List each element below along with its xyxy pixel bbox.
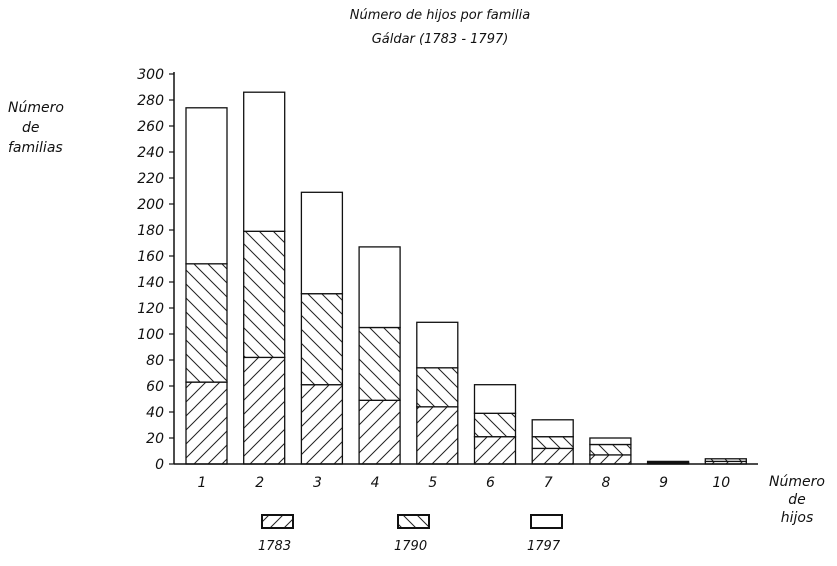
y-tick-label: 80	[146, 353, 164, 369]
bar-segment-1797	[243, 91, 286, 232]
y-axis-label-line: Número	[8, 100, 64, 116]
bar-segment-1783	[300, 384, 344, 465]
y-tick-label: 20	[146, 431, 164, 447]
y-tick-label: 120	[137, 301, 164, 317]
bar-segment-1797	[185, 107, 228, 265]
x-axis-label-line: Número	[769, 474, 825, 490]
y-tick-label: 100	[137, 327, 164, 343]
bar-segment-1797	[473, 384, 517, 414]
bar-segment-1797	[589, 437, 632, 446]
legend-label: 1797	[527, 539, 561, 554]
x-tick-label: 4	[371, 475, 380, 491]
y-tick-label: 300	[137, 67, 164, 83]
y-tick-label: 40	[146, 405, 164, 421]
y-tick-label: 0	[155, 457, 164, 473]
y-axis-label-line: de	[22, 120, 40, 136]
bar-segment-1797	[416, 321, 459, 369]
bar-segment-1797	[358, 246, 401, 329]
y-tick-label: 220	[137, 171, 164, 187]
x-tick-label: 7	[544, 475, 553, 491]
legend-swatch-1797	[530, 514, 563, 529]
bar-segment-1790	[416, 367, 459, 408]
bar-segment-1783	[243, 356, 286, 465]
y-axis-label-line: familias	[8, 140, 63, 156]
x-axis-label-line: de	[788, 492, 806, 508]
y-tick-label: 280	[137, 93, 164, 109]
legend-label: 1783	[258, 539, 292, 554]
bar-segment-1790	[243, 230, 286, 359]
y-tick-label: 140	[137, 275, 164, 291]
x-axis-label-line: hijos	[780, 510, 814, 526]
bar-segment-1790	[589, 443, 632, 456]
legend-swatch-1783	[261, 514, 294, 529]
x-tick-label: 2	[255, 475, 264, 491]
y-tick-label: 60	[146, 379, 164, 395]
bar-segment-1790	[473, 412, 517, 438]
x-axis-label: Número de hijos	[762, 473, 832, 527]
y-tick-label: 200	[137, 197, 164, 213]
bar-segment-1783	[473, 436, 517, 465]
bar-segment-1790	[646, 460, 690, 464]
x-tick-label: 8	[601, 475, 610, 491]
bar-segment-1790	[185, 263, 228, 383]
bar-segment-1783	[589, 454, 632, 465]
x-tick-label: 9	[659, 475, 668, 491]
x-tick-label: 6	[486, 475, 495, 491]
x-tick-label: 3	[313, 475, 322, 491]
y-axis-label: Número de familias	[8, 98, 90, 158]
x-tick-label: 1	[198, 475, 207, 491]
x-tick-label: 5	[428, 475, 437, 491]
bar-segment-1783	[531, 447, 574, 465]
legend-swatch-1790	[397, 514, 430, 529]
bar-segment-1783	[416, 406, 459, 465]
bar-segment-1790	[704, 458, 747, 463]
chart-title: Número de hijos por familia	[349, 8, 531, 23]
bar-segment-1797	[300, 191, 344, 295]
bar-segment-1790	[300, 293, 344, 386]
bar-segment-1790	[531, 436, 574, 450]
bar-segment-1783	[358, 399, 401, 465]
y-tick-label: 180	[137, 223, 164, 239]
y-tick-label: 260	[137, 119, 164, 135]
chart-subtitle: Gáldar (1783 - 1797)	[371, 32, 509, 47]
bar-segment-1797	[531, 419, 574, 438]
bar-segment-1790	[358, 326, 401, 401]
legend-label: 1790	[394, 539, 428, 554]
y-tick-label: 160	[137, 249, 164, 265]
x-tick-label: 10	[712, 475, 730, 491]
bar-segment-1783	[185, 381, 228, 465]
y-tick-label: 240	[137, 145, 164, 161]
